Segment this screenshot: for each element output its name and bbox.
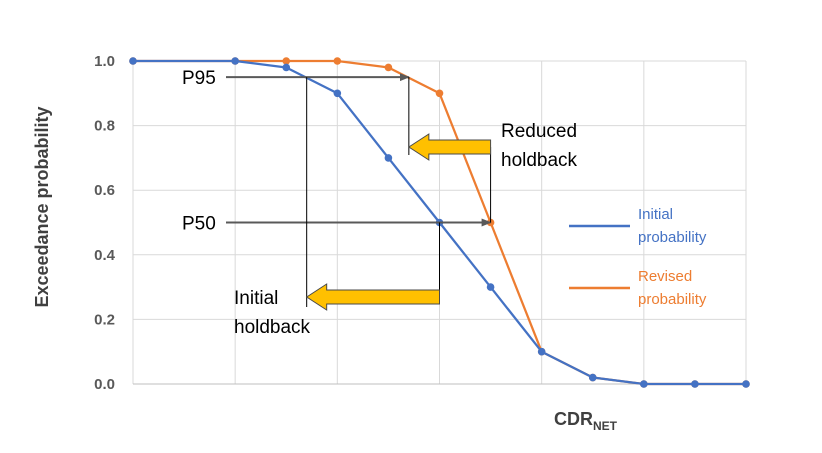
- y-axis-title: Exceedance probability: [32, 106, 52, 307]
- y-tick-label: 0.4: [94, 247, 116, 264]
- y-tick-label: 0.0: [94, 376, 115, 393]
- reduced-holdback-label-line2: holdback: [501, 150, 578, 171]
- legend-label-line2: probability: [638, 229, 707, 246]
- p95-label: P95: [182, 68, 216, 89]
- y-tick-label: 0.8: [94, 118, 115, 135]
- reduced-holdback-label-line1: Reduced: [501, 121, 577, 142]
- data-point: [384, 154, 393, 162]
- legend-label-line2: probability: [638, 291, 707, 308]
- data-point: [640, 380, 648, 388]
- initial-holdback-label-line1: Initial: [234, 288, 278, 309]
- data-point: [129, 57, 137, 65]
- data-point: [333, 89, 342, 98]
- data-point: [486, 283, 495, 291]
- legend: Initial probability Revised probability: [569, 206, 707, 308]
- data-point: [742, 380, 750, 388]
- reduced-holdback-arrow: [407, 133, 492, 161]
- data-point: [384, 63, 393, 72]
- p50-label: P50: [182, 214, 216, 235]
- legend-label-line1: Initial: [638, 206, 673, 223]
- x-axis-title: CDRNET: [554, 409, 618, 433]
- series-layer: [129, 57, 750, 388]
- y-tick-label: 1.0: [94, 53, 115, 70]
- annotations-layer: P95 P50 Reduced holdback Initial holdback: [182, 68, 578, 338]
- y-tick-label: 0.2: [94, 311, 115, 328]
- y-tick-label: 0.6: [94, 182, 115, 199]
- data-point: [282, 63, 291, 72]
- data-point: [282, 57, 291, 65]
- x-axis-title-main: CDR: [554, 409, 593, 429]
- data-point: [333, 57, 342, 65]
- y-tick-labels: 0.0 0.2 0.4 0.6 0.8 1.0: [94, 53, 116, 393]
- series-line: [133, 59, 746, 386]
- data-point: [588, 373, 597, 382]
- data-point: [435, 89, 444, 98]
- initial-holdback-label-line2: holdback: [234, 317, 311, 338]
- initial-holdback-arrow: [305, 283, 440, 311]
- x-axis-title-subscript: NET: [593, 419, 618, 433]
- legend-label-line1: Revised: [638, 268, 692, 285]
- data-point: [231, 57, 239, 65]
- data-point: [691, 380, 699, 388]
- data-point: [537, 347, 546, 356]
